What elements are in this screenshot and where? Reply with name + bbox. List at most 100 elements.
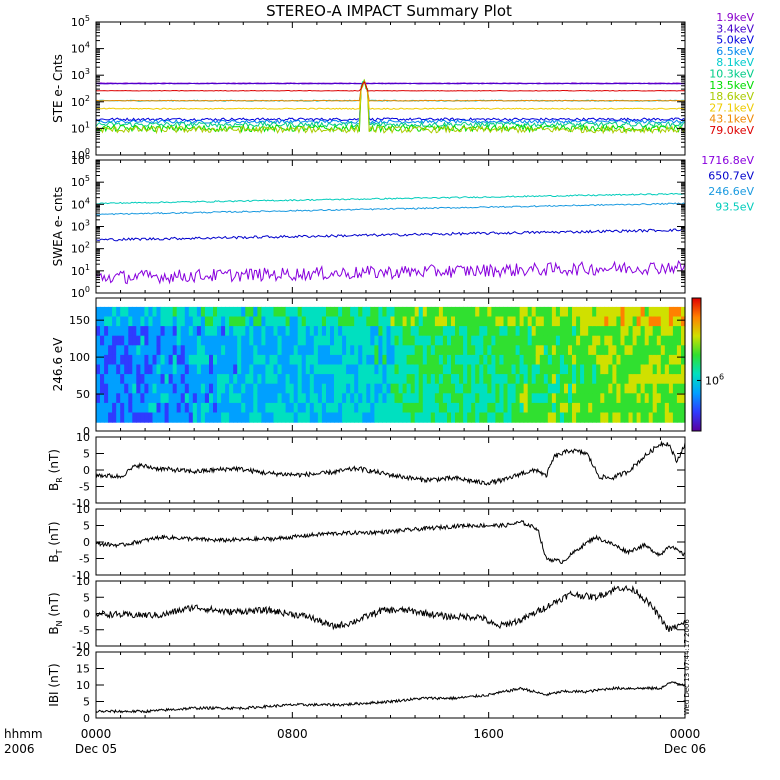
heatmap-cell bbox=[317, 383, 323, 394]
heatmap-cell bbox=[225, 316, 230, 327]
heatmap-cell bbox=[495, 412, 500, 423]
heatmap-cell bbox=[620, 306, 626, 318]
heatmap-cell bbox=[576, 402, 581, 414]
heatmap-cell bbox=[410, 354, 416, 366]
heatmap-cell bbox=[305, 306, 311, 318]
heatmap-cell bbox=[176, 345, 182, 356]
heatmap-cell bbox=[277, 345, 283, 356]
heatmap-cell bbox=[160, 383, 166, 394]
heatmap-cell bbox=[301, 402, 307, 414]
heatmap-cell bbox=[213, 326, 218, 337]
legend-entry: 43.1keV bbox=[709, 113, 754, 126]
heatmap-cell bbox=[559, 306, 565, 318]
heatmap-cell bbox=[168, 354, 174, 366]
heatmap-cell bbox=[366, 306, 371, 318]
heatmap-cell bbox=[281, 335, 287, 346]
heatmap-cell bbox=[140, 354, 145, 366]
heatmap-cell bbox=[640, 402, 646, 414]
heatmap-cell bbox=[410, 326, 416, 337]
heatmap-cell bbox=[313, 374, 319, 385]
heatmap-cell bbox=[390, 412, 396, 423]
heatmap-cell bbox=[245, 393, 250, 404]
heatmap-cell bbox=[237, 402, 242, 414]
heatmap-cell bbox=[156, 345, 162, 356]
heatmap-cell bbox=[180, 316, 186, 327]
heatmap-cell bbox=[338, 316, 343, 327]
heatmap-cell bbox=[370, 326, 375, 337]
heatmap-cell bbox=[600, 383, 605, 394]
heatmap-cell bbox=[491, 306, 496, 318]
heatmap-cell bbox=[535, 306, 541, 318]
x-tick-date: Dec 06 bbox=[664, 742, 706, 756]
heatmap-cell bbox=[277, 354, 283, 366]
heatmap-cell bbox=[128, 393, 133, 404]
heatmap-cell bbox=[362, 364, 367, 375]
heatmap-cell bbox=[200, 306, 206, 318]
heatmap-cell bbox=[221, 402, 226, 414]
heatmap-cell bbox=[370, 402, 375, 414]
heatmap-cell bbox=[200, 393, 206, 404]
heatmap-cell bbox=[568, 345, 573, 356]
heatmap-cell bbox=[402, 412, 408, 423]
heatmap-cell bbox=[495, 393, 500, 404]
heatmap-cell bbox=[648, 364, 654, 375]
heatmap-cell bbox=[168, 335, 174, 346]
heatmap-cell bbox=[527, 402, 533, 414]
heatmap-cell bbox=[632, 364, 638, 375]
heatmap-cell bbox=[459, 364, 464, 375]
heatmap-cell bbox=[612, 364, 617, 375]
heatmap-cell bbox=[233, 374, 238, 385]
heatmap-cell bbox=[313, 393, 319, 404]
heatmap-cell bbox=[148, 316, 153, 327]
heatmap-cell bbox=[209, 354, 214, 366]
y-tick-label: 20 bbox=[76, 646, 90, 659]
heatmap-cell bbox=[370, 412, 375, 423]
heatmap-cell bbox=[261, 383, 266, 394]
heatmap-cell bbox=[217, 402, 222, 414]
heatmap-cell bbox=[370, 345, 375, 356]
heatmap-cell bbox=[564, 316, 569, 327]
heatmap-cell bbox=[277, 383, 283, 394]
heatmap-cell bbox=[507, 374, 513, 385]
heatmap-cell bbox=[213, 393, 218, 404]
heatmap-cell bbox=[229, 364, 234, 375]
y-tick-label: 100 bbox=[69, 351, 90, 364]
heatmap-cell bbox=[374, 402, 379, 414]
heatmap-cell bbox=[487, 335, 492, 346]
heatmap-cell bbox=[455, 393, 460, 404]
heatmap-cell bbox=[576, 393, 581, 404]
heatmap-cell bbox=[209, 374, 214, 385]
heatmap-cell bbox=[608, 383, 613, 394]
heatmap-cell bbox=[120, 306, 125, 318]
heatmap-cell bbox=[192, 316, 198, 327]
heatmap-cell bbox=[519, 364, 525, 375]
heatmap-cell bbox=[515, 412, 521, 423]
heatmap-cell bbox=[237, 393, 242, 404]
heatmap-cell bbox=[418, 393, 424, 404]
heatmap-cell bbox=[588, 364, 593, 375]
heatmap-cell bbox=[588, 393, 593, 404]
heatmap-cell bbox=[180, 412, 186, 423]
heatmap-cell bbox=[604, 412, 609, 423]
heatmap-cell bbox=[632, 306, 638, 318]
heatmap-cell bbox=[104, 383, 109, 394]
heatmap-cell bbox=[346, 306, 351, 318]
heatmap-cell bbox=[564, 402, 569, 414]
heatmap-cell bbox=[305, 354, 311, 366]
heatmap-cell bbox=[652, 326, 658, 337]
heatmap-cell bbox=[628, 354, 634, 366]
heatmap-cell bbox=[503, 316, 509, 327]
y-axis-label: BT (nT) bbox=[47, 521, 64, 562]
heatmap-cell bbox=[265, 393, 270, 404]
heatmap-cell bbox=[676, 364, 682, 375]
heatmap-cell bbox=[209, 326, 214, 337]
heatmap-cell bbox=[188, 306, 194, 318]
heatmap-cell bbox=[588, 412, 593, 423]
heatmap-cell bbox=[406, 335, 412, 346]
heatmap-cell bbox=[390, 393, 396, 404]
heatmap-cell bbox=[402, 326, 408, 337]
heatmap-cell bbox=[297, 383, 303, 394]
heatmap-cell bbox=[463, 383, 468, 394]
heatmap-cell bbox=[293, 364, 299, 375]
heatmap-cell bbox=[438, 316, 444, 327]
